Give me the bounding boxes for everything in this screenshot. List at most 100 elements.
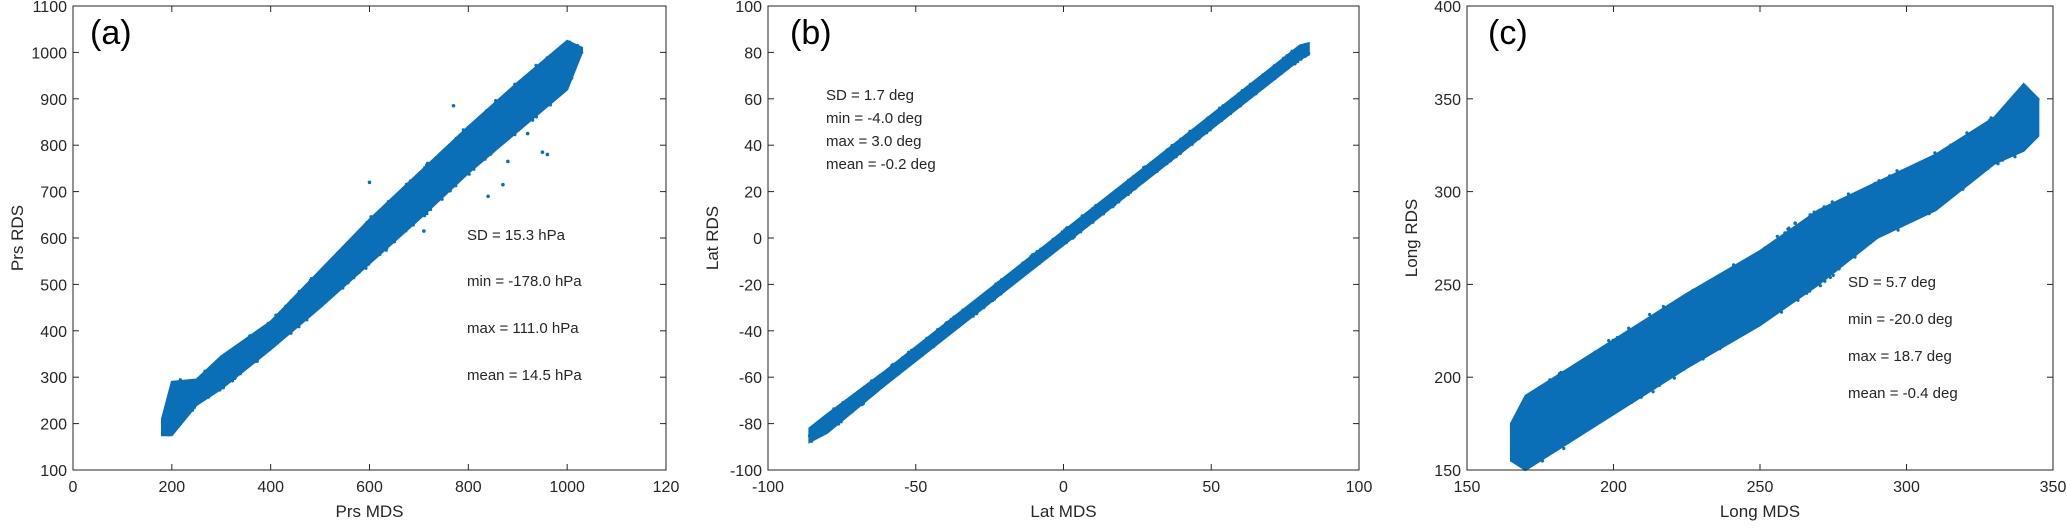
data-point [1767,265,1771,270]
data-point [1251,88,1255,92]
data-point [454,148,459,152]
data-point [361,246,365,250]
data-point [1810,270,1814,274]
data-point [1932,189,1936,193]
data-point [870,379,874,383]
data-point [1283,58,1287,63]
data-point [320,289,325,293]
y-tick-label: 100 [735,0,762,16]
data-point [2009,104,2013,108]
data-point [1589,420,1593,424]
data-point [947,329,952,333]
data-point [1992,159,1996,163]
data-point [1951,178,1955,183]
data-point [971,310,975,314]
data-point [1867,215,1872,219]
data-point [572,52,576,56]
data-point [178,406,182,410]
data-point [1169,159,1173,163]
data-point [887,372,891,376]
data-point [865,394,869,398]
data-point [842,410,847,414]
data-point [1580,425,1584,429]
data-point [828,425,833,429]
data-point [1909,183,1913,187]
data-point [1085,215,1090,219]
data-point [1828,275,1832,280]
data-point [1165,161,1169,166]
data-point [408,189,412,193]
data-point [454,168,458,172]
data-point [2012,113,2016,117]
data-point [532,103,536,107]
data-point [967,307,971,311]
data-point [532,78,537,82]
data-point [1564,391,1569,395]
data-point [1660,309,1664,313]
data-point [1649,325,1653,329]
data-point-outlier [501,182,505,187]
data-point [901,367,906,372]
data-point [1546,429,1550,433]
data-point [206,371,211,375]
data-point [514,124,518,128]
data-point [458,143,463,147]
data-point [1513,429,1517,433]
data-point [1940,200,1944,204]
data-point [580,50,584,55]
data-point [281,330,285,334]
data-point-outlier [451,103,456,108]
data-point [1928,176,1932,180]
data-point [887,369,891,373]
data-point [861,396,865,400]
data-point [411,223,415,227]
data-point [816,428,820,432]
data-point [1923,207,1927,211]
data-point [1879,183,1883,187]
data-point [1143,165,1147,169]
data-point [1661,304,1665,309]
data-point [420,192,424,196]
data-point [435,156,439,160]
data-point [1282,56,1286,60]
data-point [1100,207,1105,211]
data-point [393,212,397,216]
data-point [1112,197,1116,201]
data-point [387,242,391,246]
data-point [1652,341,1656,345]
data-point [400,221,404,225]
data-point [958,317,962,322]
data-point [1608,391,1612,395]
data-point [1516,459,1520,464]
data-point [462,153,466,157]
data-point [1763,246,1767,250]
data-point [1859,233,1863,237]
data-point [463,158,467,162]
data-point [1838,244,1842,249]
data-point [240,356,244,360]
stats-annotation: min = -20.0 deg [1848,311,1953,328]
data-point [1562,446,1566,451]
data-point [178,422,182,426]
data-point [1865,191,1869,195]
x-tick-label: 150 [1454,479,1481,496]
data-point [537,90,541,94]
data-point [316,289,320,293]
data-point [1593,350,1597,354]
data-point [1906,175,1910,179]
data-point [1809,238,1813,242]
data-point [1065,226,1069,230]
x-tick-label: 800 [455,479,482,496]
data-point [862,385,866,389]
data-point [1661,349,1665,353]
x-tick-label: 250 [1747,479,1774,496]
data-point [1551,403,1555,407]
data-point [1557,374,1561,378]
data-point [1025,271,1029,275]
data-point [1025,264,1029,268]
data-point [1273,76,1277,81]
data-point [1798,273,1803,277]
data-point [1064,241,1068,245]
data-point [1771,297,1775,301]
data-point [1672,338,1676,342]
